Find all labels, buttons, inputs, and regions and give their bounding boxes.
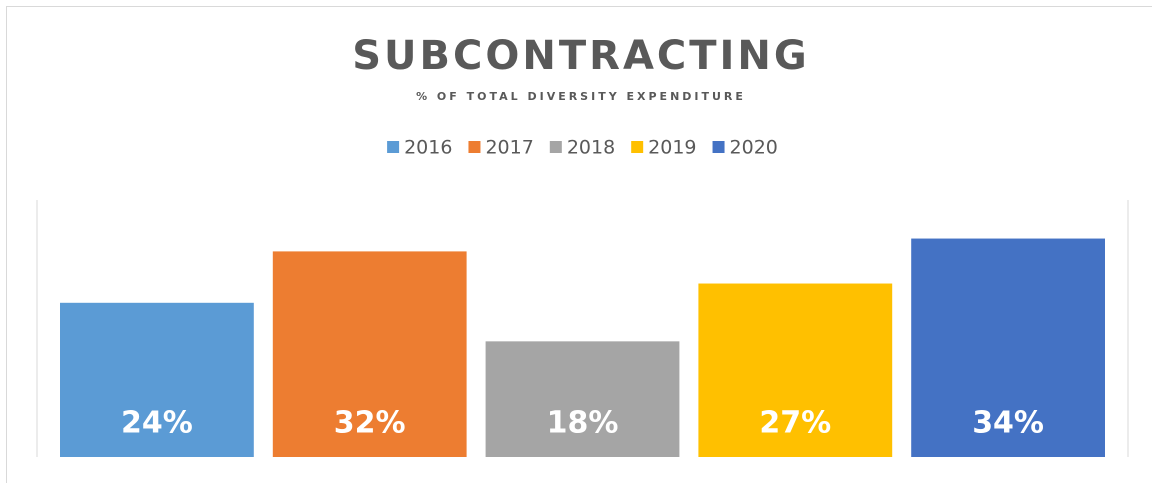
bar bbox=[60, 302, 254, 457]
chart-title: SUBCONTRACTING bbox=[352, 33, 810, 79]
legend-label: 2019 bbox=[648, 137, 696, 159]
data-label: 24% bbox=[121, 406, 193, 441]
chart-subtitle: % OF TOTAL DIVERSITY EXPENDITURE bbox=[416, 90, 746, 103]
bar bbox=[698, 283, 893, 457]
bar bbox=[272, 251, 467, 457]
legend-label: 2017 bbox=[485, 137, 533, 159]
legend-swatch bbox=[631, 141, 644, 153]
legend-label: 2018 bbox=[567, 137, 615, 159]
legend-swatch bbox=[468, 141, 481, 153]
data-label: 18% bbox=[547, 406, 619, 441]
data-label: 34% bbox=[972, 406, 1044, 441]
legend-label: 2020 bbox=[730, 137, 778, 159]
chart-frame bbox=[6, 6, 1152, 483]
bar bbox=[911, 238, 1105, 457]
legend-swatch bbox=[712, 141, 725, 153]
legend-label: 2016 bbox=[404, 137, 452, 159]
legend-swatch bbox=[549, 141, 562, 153]
bar bbox=[485, 341, 680, 457]
data-label: 27% bbox=[759, 406, 831, 441]
data-label: 32% bbox=[334, 406, 406, 441]
legend-swatch bbox=[387, 141, 400, 153]
